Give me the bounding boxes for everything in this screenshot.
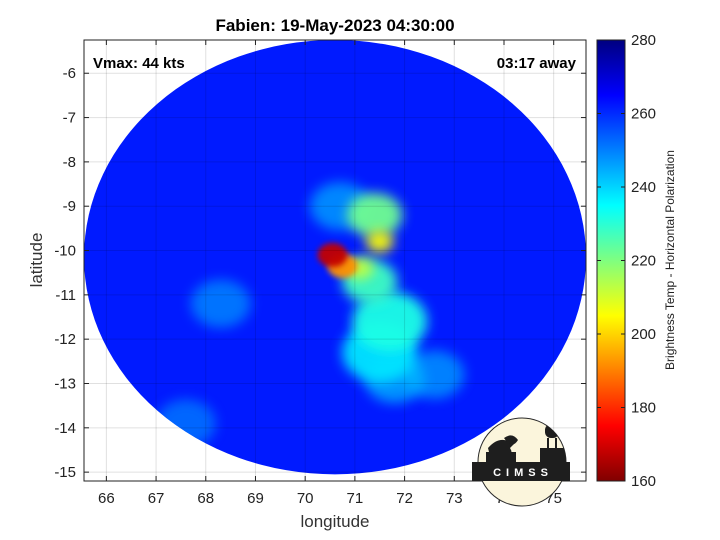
cloud-feature — [190, 279, 251, 328]
colorbar-tick-label: 260 — [631, 106, 656, 123]
y-tick-label: -8 — [63, 154, 76, 171]
cloud-feature — [347, 193, 403, 238]
swath — [84, 40, 586, 475]
x-tick-label: 66 — [98, 490, 115, 507]
colorbar-tick-label: 220 — [631, 253, 656, 270]
colorbar — [596, 39, 626, 482]
cloud-features — [155, 182, 465, 448]
time-away-annotation: 03:17 away — [497, 55, 577, 72]
colorbar-tick-label: 200 — [631, 326, 656, 343]
y-tick-label: -13 — [54, 375, 76, 392]
cimss-logo: CIMSS — [472, 417, 570, 507]
cloud-feature — [317, 242, 348, 267]
y-axis-label: latitude — [27, 233, 46, 288]
satellite-dish-icon-2 — [504, 435, 518, 445]
cloud-feature — [352, 291, 428, 352]
y-tick-label: -15 — [54, 464, 76, 481]
y-tick-label: -6 — [63, 65, 76, 82]
x-tick-label: 73 — [446, 490, 463, 507]
colorbar-label: Brightness Temp - Horizontal Polarizatio… — [663, 150, 677, 370]
vmax-annotation: Vmax: 44 kts — [93, 55, 185, 72]
colorbar-tick-label: 280 — [631, 32, 656, 49]
cloud-feature — [365, 230, 394, 253]
x-tick-label: 72 — [396, 490, 413, 507]
x-tick-label: 69 — [247, 490, 264, 507]
colorbar-tick-label: 160 — [631, 473, 656, 490]
y-tick-label: -7 — [63, 110, 76, 127]
x-tick-label: 68 — [197, 490, 214, 507]
colorbar-tick-label: 180 — [631, 400, 656, 417]
x-tick-label: 70 — [297, 490, 314, 507]
y-tick-label: -12 — [54, 331, 76, 348]
logo-band — [472, 462, 570, 481]
y-tick-label: -9 — [63, 198, 76, 215]
grid — [84, 40, 586, 481]
y-tick-label: -14 — [54, 420, 76, 437]
chart-title: Fabien: 19-May-2023 04:30:00 — [215, 16, 454, 35]
logo-text: CIMSS — [493, 467, 553, 479]
x-tick-label: 71 — [347, 490, 364, 507]
tick-marks — [84, 40, 586, 481]
y-tick-labels: -6 -7 -8 -9 -10 -11 -12 -13 -14 -15 — [54, 65, 76, 481]
x-axis-label: longitude — [300, 512, 369, 531]
colorbar-ticks: 160 180 200 220 240 260 280 — [597, 32, 656, 490]
plot-frame — [83, 39, 587, 482]
y-tick-label: -10 — [54, 243, 76, 260]
y-tick-label: -11 — [55, 287, 76, 304]
x-tick-label: 67 — [148, 490, 165, 507]
colorbar-tick-label: 240 — [631, 179, 656, 196]
